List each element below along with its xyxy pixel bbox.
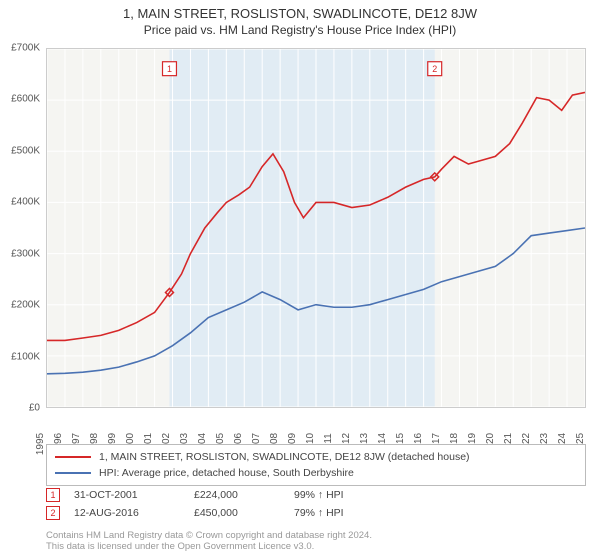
footer-attribution: Contains HM Land Registry data © Crown c… bbox=[46, 530, 586, 553]
title-line-2: Price paid vs. HM Land Registry's House … bbox=[0, 23, 600, 37]
legend-swatch bbox=[55, 456, 91, 458]
sale-date: 12-AUG-2016 bbox=[74, 507, 194, 519]
sale-row: 1 31-OCT-2001£224,00099% ↑ HPI bbox=[46, 486, 586, 504]
x-tick-label: 1995 bbox=[35, 433, 46, 455]
legend-item: HPI: Average price, detached house, Sout… bbox=[55, 465, 577, 481]
sale-price: £450,000 bbox=[194, 507, 294, 519]
sale-marker-badge: 2 bbox=[46, 506, 60, 520]
title-line-1: 1, MAIN STREET, ROSLISTON, SWADLINCOTE, … bbox=[0, 6, 600, 21]
plot-area: 12 bbox=[46, 48, 586, 408]
sale-row: 2 12-AUG-2016£450,00079% ↑ HPI bbox=[46, 504, 586, 522]
y-axis-labels: £0£100K£200K£300K£400K£500K£600K£700K bbox=[0, 48, 44, 408]
y-tick-label: £0 bbox=[29, 403, 40, 414]
svg-text:1: 1 bbox=[167, 64, 172, 74]
y-tick-label: £200K bbox=[11, 300, 40, 311]
y-tick-label: £400K bbox=[11, 197, 40, 208]
sale-price: £224,000 bbox=[194, 489, 294, 501]
sale-pct-vs-hpi: 99% ↑ HPI bbox=[294, 489, 344, 501]
svg-text:2: 2 bbox=[432, 64, 437, 74]
legend-label: HPI: Average price, detached house, Sout… bbox=[99, 467, 354, 479]
x-axis-labels: 1995199619971998199920002001200220032004… bbox=[46, 410, 586, 444]
sale-pct-vs-hpi: 79% ↑ HPI bbox=[294, 507, 344, 519]
y-tick-label: £300K bbox=[11, 248, 40, 259]
chart-title: 1, MAIN STREET, ROSLISTON, SWADLINCOTE, … bbox=[0, 0, 600, 37]
plot-svg: 12 bbox=[47, 49, 585, 407]
sales-table: 1 31-OCT-2001£224,00099% ↑ HPI 2 12-AUG-201… bbox=[46, 486, 586, 522]
legend-item: 1, MAIN STREET, ROSLISTON, SWADLINCOTE, … bbox=[55, 449, 577, 465]
footer-line-1: Contains HM Land Registry data © Crown c… bbox=[46, 530, 586, 541]
sale-marker-badge: 1 bbox=[46, 488, 60, 502]
footer-line-2: This data is licensed under the Open Gov… bbox=[46, 541, 586, 552]
y-tick-label: £100K bbox=[11, 351, 40, 362]
y-tick-label: £500K bbox=[11, 145, 40, 156]
y-tick-label: £700K bbox=[11, 43, 40, 54]
legend-swatch bbox=[55, 472, 91, 474]
sale-date: 31-OCT-2001 bbox=[74, 489, 194, 501]
legend-label: 1, MAIN STREET, ROSLISTON, SWADLINCOTE, … bbox=[99, 451, 470, 463]
y-tick-label: £600K bbox=[11, 94, 40, 105]
legend-box: 1, MAIN STREET, ROSLISTON, SWADLINCOTE, … bbox=[46, 444, 586, 486]
